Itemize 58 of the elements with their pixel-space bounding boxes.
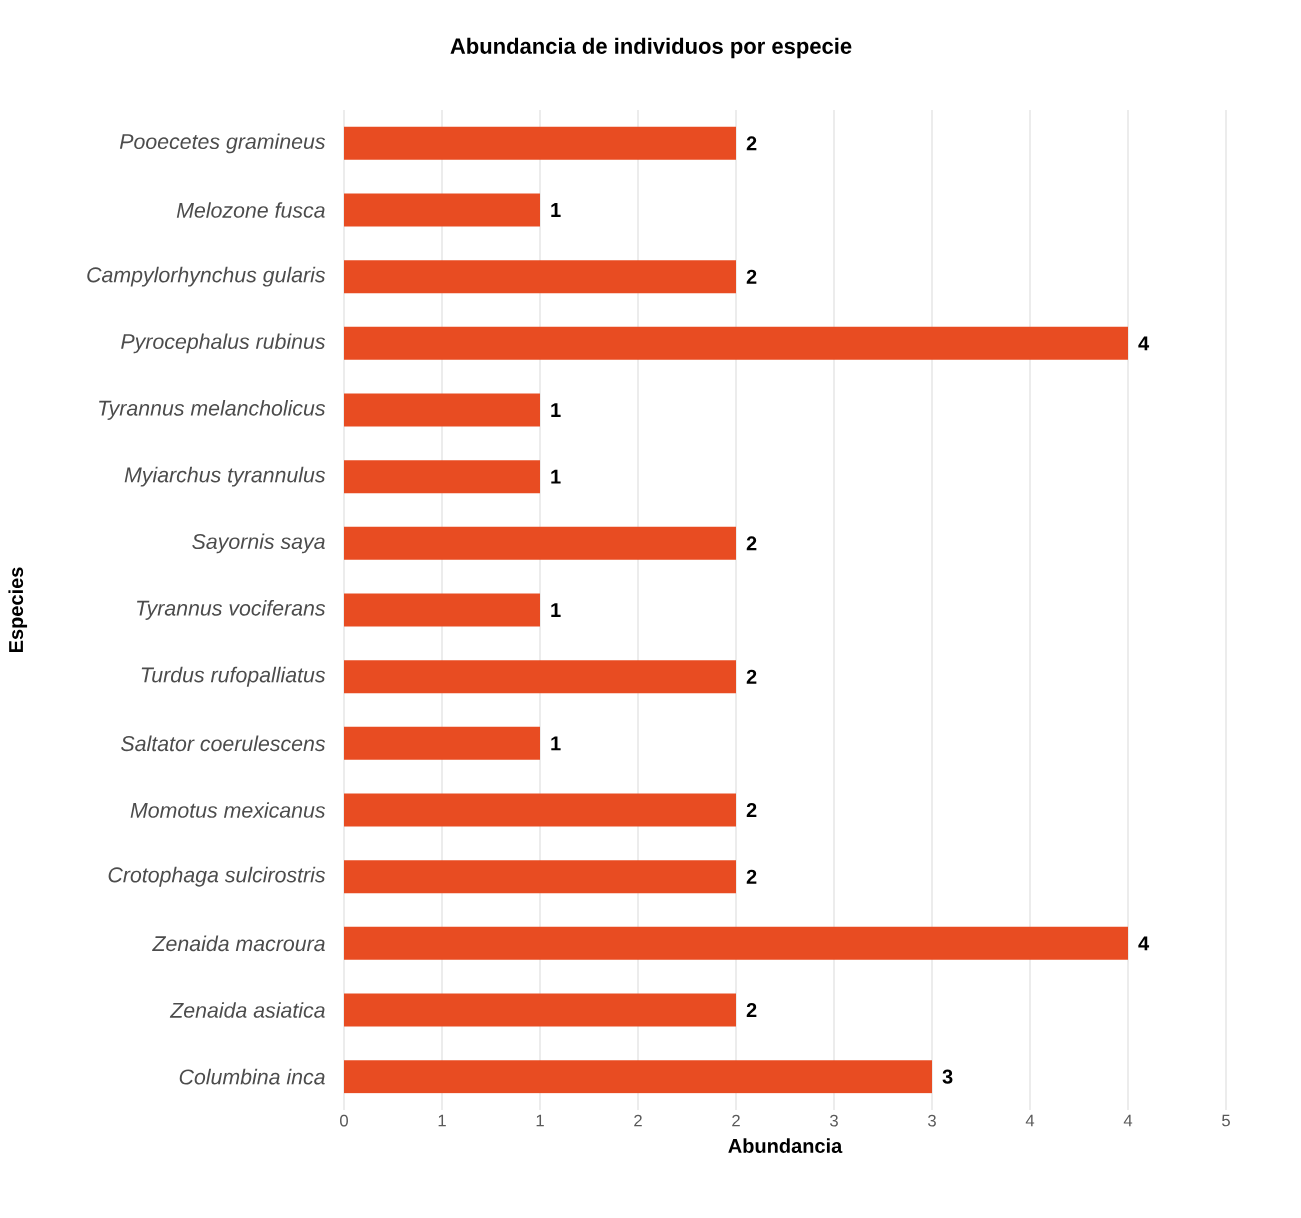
data-label: 2: [746, 136, 757, 151]
y-tick-label: Turdus rufopalliatus: [141, 666, 326, 687]
chart-title: Abundancia de individuos por especie: [450, 37, 852, 59]
x-tick-label: 4: [1123, 1114, 1133, 1127]
y-tick-label: Myiarchus tyrannulus: [124, 466, 326, 487]
y-tick-label: Momotus mexicanus: [130, 802, 326, 818]
bar: [344, 126, 736, 160]
data-label: 2: [746, 1003, 757, 1017]
data-label: 1: [551, 603, 561, 617]
data-label: 4: [1138, 336, 1150, 351]
y-tick-label: Tyrannus vociferans: [137, 600, 326, 620]
data-label: 1: [551, 203, 561, 217]
y-tick-label: Zenaida asiatica: [169, 1002, 325, 1018]
bar: [344, 460, 541, 494]
x-tick-label: 2: [732, 1114, 740, 1127]
x-tick-label: 2: [634, 1114, 642, 1127]
data-label: 1: [551, 469, 561, 484]
bar: [344, 793, 736, 827]
y-tick-label: Campylorhynchus gularis: [87, 266, 326, 287]
y-tick-label: Pooecetes gramineus: [119, 133, 326, 154]
y-tick-label: Tyrannus melancholicus: [99, 400, 326, 420]
bar: [344, 526, 736, 560]
data-label: 1: [551, 736, 561, 751]
bar: [344, 1060, 933, 1094]
bar: [344, 726, 541, 760]
data-label: 1: [551, 403, 561, 417]
data-label: 2: [746, 803, 757, 817]
x-tick-label: 1: [438, 1114, 446, 1127]
y-axis-title: Especies: [8, 567, 28, 653]
x-axis-title: Abundancia: [728, 1138, 843, 1154]
data-label: 3: [942, 1069, 953, 1084]
bar: [344, 860, 736, 894]
bar: [344, 593, 541, 627]
x-tick-label: 4: [1025, 1114, 1035, 1127]
bar: [344, 260, 736, 294]
y-tick-label: Pyrocephalus rubinus: [121, 333, 326, 354]
data-label: 2: [746, 869, 757, 884]
data-label: 4: [1138, 936, 1150, 951]
x-tick-label: 0: [340, 1114, 348, 1127]
data-label: 2: [746, 536, 757, 551]
bar: [344, 193, 541, 227]
y-tick-label: Crotophaga sulcirostris: [108, 866, 326, 887]
x-tick-label: 5: [1222, 1114, 1230, 1127]
y-tick-label: Zenaida macroura: [152, 935, 325, 952]
y-tick-label: Sayornis saya: [192, 533, 325, 554]
data-label: 2: [746, 269, 757, 284]
x-tick-label: 1: [536, 1114, 544, 1127]
data-label: 2: [746, 669, 757, 684]
x-tick-label: 3: [928, 1114, 936, 1127]
bar: [344, 393, 541, 427]
bar: [344, 660, 736, 694]
y-tick-label: Columbina inca: [179, 1068, 325, 1085]
bar: [344, 326, 1128, 360]
bar: [344, 993, 736, 1027]
x-tick-label: 3: [830, 1114, 838, 1127]
y-tick-label: Saltator coerulescens: [121, 735, 326, 752]
bar: [344, 926, 1128, 960]
y-tick-label: Melozone fusca: [176, 202, 325, 218]
